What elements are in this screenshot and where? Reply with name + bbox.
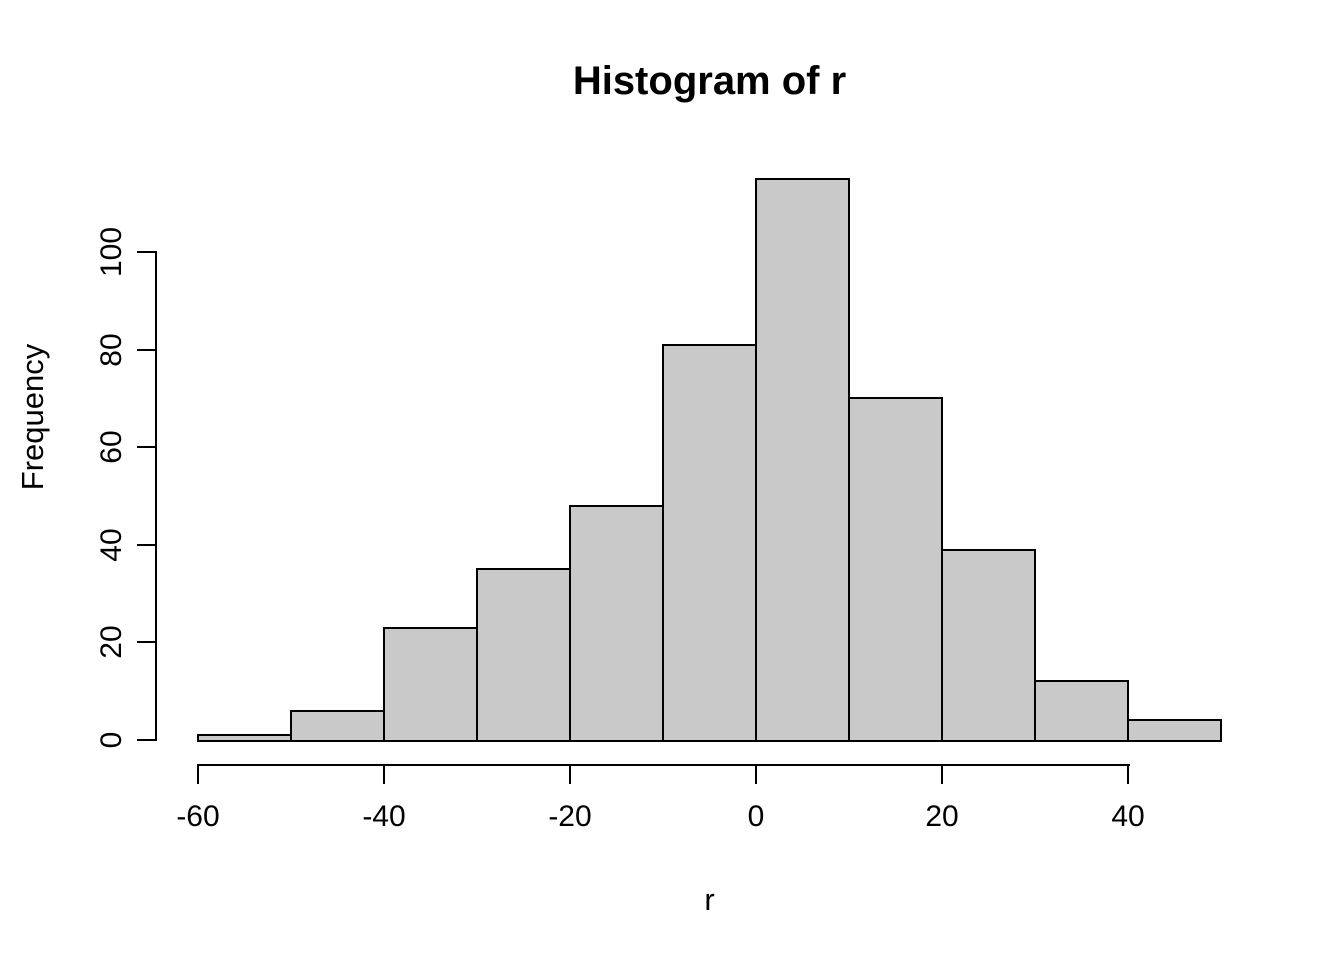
y-axis-title: Frequency xyxy=(15,343,50,491)
histogram-bar xyxy=(848,397,943,742)
y-tick-label: 40 xyxy=(95,528,128,562)
histogram-bar xyxy=(662,343,757,742)
y-tick-mark xyxy=(137,641,156,644)
histogram-bar xyxy=(383,626,478,742)
y-tick-mark xyxy=(137,543,156,546)
y-tick-label: 20 xyxy=(95,625,128,660)
x-axis-line xyxy=(197,764,1130,766)
histogram-bar xyxy=(1127,719,1222,742)
y-tick-label: 60 xyxy=(95,430,128,464)
x-tick-label: 20 xyxy=(925,800,959,833)
x-tick-label: 40 xyxy=(1111,800,1145,833)
x-tick-mark xyxy=(197,765,199,784)
x-tick-label: 0 xyxy=(747,800,765,833)
x-tick-label: -40 xyxy=(362,800,406,833)
x-tick-mark xyxy=(755,765,757,784)
y-tick-label: 0 xyxy=(95,731,128,749)
x-tick-mark xyxy=(941,765,943,784)
x-tick-label: -20 xyxy=(548,800,592,833)
x-axis-title: r xyxy=(704,882,715,917)
x-tick-mark xyxy=(383,765,385,784)
histogram-bar xyxy=(197,734,292,742)
y-tick-mark xyxy=(137,251,156,253)
histogram-bar xyxy=(755,177,850,742)
x-tick-mark xyxy=(1127,765,1129,784)
y-tick-mark xyxy=(137,446,156,449)
y-tick-mark xyxy=(137,739,156,741)
histogram-bar xyxy=(1034,680,1129,742)
x-tick-label: -60 xyxy=(176,800,220,833)
histogram-bar xyxy=(941,548,1036,742)
histogram-bar xyxy=(290,709,385,742)
y-tick-label: 100 xyxy=(95,226,128,278)
y-tick-label: 80 xyxy=(95,332,128,367)
chart-title: Histogram of r xyxy=(572,59,847,103)
histogram-bar xyxy=(476,568,571,742)
x-tick-mark xyxy=(569,765,571,784)
histogram-bar xyxy=(569,504,664,742)
y-tick-mark xyxy=(137,348,156,351)
y-axis-line xyxy=(155,251,157,741)
